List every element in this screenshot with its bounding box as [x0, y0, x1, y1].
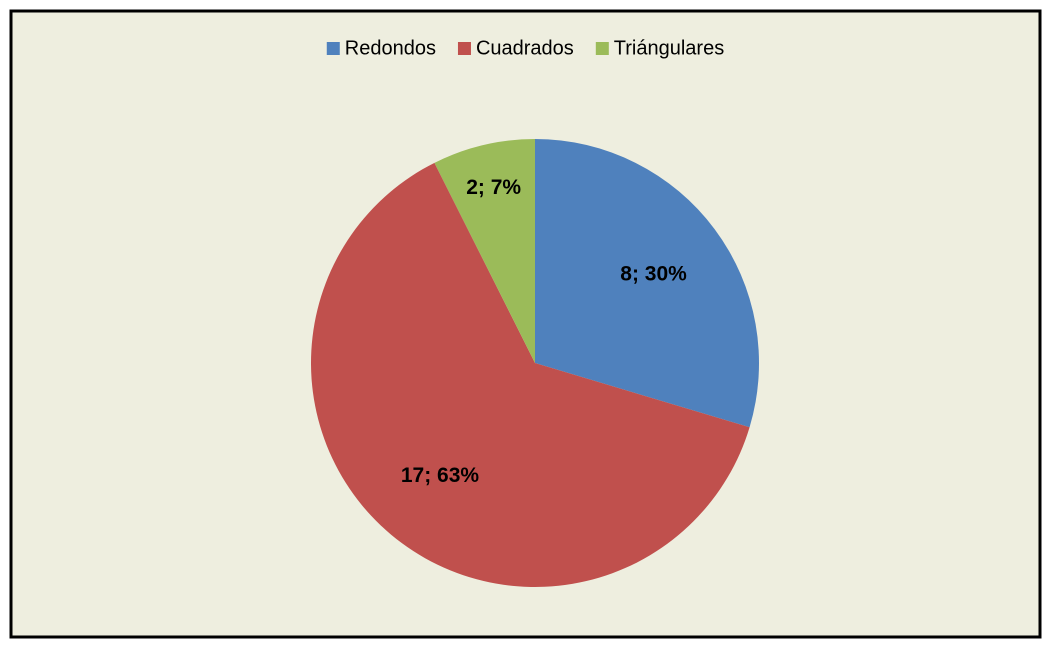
- data-label: 17; 63%: [401, 464, 480, 487]
- legend-label: Triángulares: [614, 37, 724, 59]
- legend-swatch: [457, 42, 471, 55]
- pie-slice: [434, 139, 535, 363]
- legend-swatch: [326, 42, 340, 55]
- pie-slice: [311, 162, 750, 587]
- legend-label: Cuadrados: [476, 37, 574, 59]
- pie-slice: [535, 139, 760, 428]
- data-label: 2; 7%: [466, 176, 521, 199]
- legend-swatch: [595, 42, 609, 55]
- data-label: 8; 30%: [620, 262, 687, 285]
- legend-label: Redondos: [345, 37, 436, 59]
